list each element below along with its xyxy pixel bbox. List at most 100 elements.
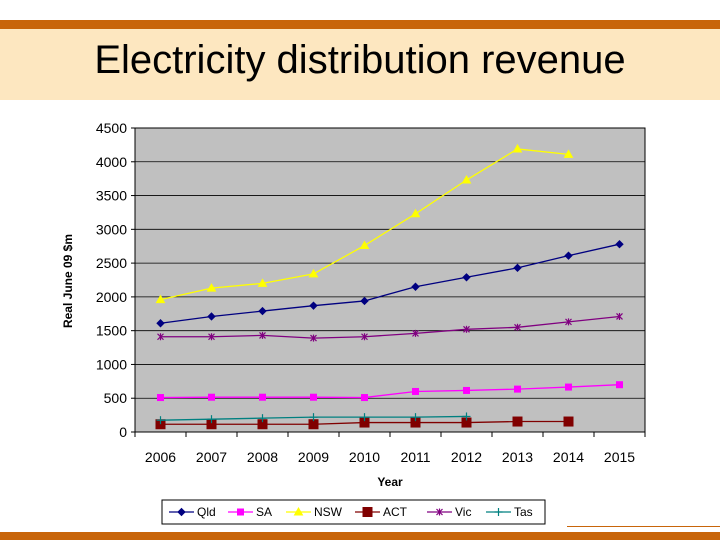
legend-label-qld: Qld (197, 505, 216, 519)
data-point-qld (309, 301, 318, 310)
data-point-tas (258, 414, 267, 423)
data-point-sa (310, 393, 317, 401)
x-tick-label: 2013 (502, 449, 533, 465)
legend-marker-qld (177, 507, 186, 517)
y-tick-label: 1500 (96, 323, 127, 339)
data-point-nsw (155, 294, 166, 304)
legend-marker-vic (436, 508, 443, 516)
data-point-vic (259, 331, 266, 339)
legend-label-sa: SA (256, 505, 272, 519)
data-point-sa (361, 394, 368, 402)
data-point-tas (156, 416, 165, 425)
y-tick-label: 1000 (96, 356, 127, 372)
x-axis-title: Year (377, 475, 403, 489)
x-tick-label: 2015 (604, 449, 635, 465)
y-tick-label: 4000 (96, 154, 127, 170)
data-point-nsw (512, 143, 523, 153)
data-point-sa (259, 393, 266, 401)
data-point-nsw (257, 278, 268, 287)
y-axis-title: Real June 09 $m (61, 234, 75, 328)
data-point-tas (360, 413, 369, 422)
y-tick-label: 2000 (96, 289, 127, 305)
data-point-sa (157, 394, 164, 402)
data-point-act (563, 416, 574, 427)
data-point-qld (615, 239, 624, 249)
data-point-qld (156, 319, 165, 328)
legend-label-nsw: NSW (314, 505, 343, 519)
data-point-nsw (359, 240, 370, 250)
series-act (155, 416, 574, 430)
legend-label-tas: Tas (514, 505, 533, 519)
data-point-vic (310, 334, 317, 342)
footer-line (567, 526, 720, 527)
data-point-tas (207, 415, 216, 424)
line-chart: 0 500 1000 1500 2000 2500 3000 3500 4000 4500 2006… (61, 120, 646, 525)
data-point-vic (361, 333, 368, 341)
data-point-act (512, 416, 523, 427)
y-tick-label: 500 (104, 390, 128, 406)
data-point-vic (157, 333, 164, 341)
data-point-tas (309, 413, 318, 422)
plot-background (134, 127, 646, 433)
y-tick-label: 2500 (96, 255, 127, 271)
series-line-qld (160, 243, 620, 324)
legend: Qld SA NSW ACT Vic Tas (161, 499, 546, 525)
title-band (0, 29, 720, 100)
x-tick-label: 2014 (553, 449, 584, 465)
data-point-qld (411, 282, 420, 291)
legend-label-vic: Vic (455, 505, 471, 519)
data-point-nsw (206, 283, 217, 292)
legend-marker-tas (494, 508, 503, 516)
y-tick-label: 3500 (96, 188, 127, 204)
data-point-tas (462, 412, 471, 421)
x-tick-label: 2011 (400, 449, 430, 465)
top-accent-bar (0, 20, 720, 29)
legend-marker-nsw (293, 506, 304, 516)
x-tick-label: 2009 (298, 449, 329, 465)
data-point-qld (360, 296, 369, 306)
x-tick-label: 2010 (349, 449, 380, 465)
data-point-nsw (563, 149, 574, 158)
plot-area: 0 500 1000 1500 2000 2500 3000 3500 4000 4500 2006… (96, 120, 646, 465)
x-tick-label: 2008 (247, 449, 278, 465)
data-point-vic (463, 325, 470, 333)
data-point-vic (208, 333, 215, 341)
data-point-vic (565, 318, 572, 326)
data-point-nsw (308, 268, 319, 278)
y-tick-label: 0 (119, 424, 127, 440)
data-point-qld (462, 273, 471, 282)
series-nsw (155, 143, 574, 304)
x-tick-label: 2007 (196, 449, 227, 465)
data-point-qld (207, 312, 216, 321)
data-point-vic (616, 312, 623, 320)
y-tick-label: 3000 (96, 221, 127, 237)
slide-title: Electricity distribution revenue (94, 38, 626, 82)
data-point-vic (514, 323, 521, 331)
data-point-sa (616, 381, 623, 389)
series-line-sa (160, 384, 620, 399)
data-point-sa (514, 385, 521, 393)
x-tick-label: 2012 (451, 449, 482, 465)
data-point-sa (208, 393, 215, 401)
x-tick-label: 2006 (145, 449, 176, 465)
bottom-accent-bar (0, 532, 720, 540)
data-point-qld (513, 263, 522, 273)
data-point-vic (412, 329, 419, 337)
series-vic (157, 312, 623, 342)
legend-marker-sa (237, 508, 244, 516)
series-tas (156, 412, 471, 425)
data-point-qld (258, 306, 267, 316)
legend-marker-act (362, 507, 373, 517)
data-point-sa (565, 383, 572, 391)
data-point-nsw (461, 175, 472, 184)
series-sa (157, 381, 623, 402)
data-point-qld (564, 251, 573, 260)
legend-box (161, 499, 546, 525)
data-point-nsw (410, 208, 421, 218)
legend-label-act: ACT (383, 505, 408, 519)
y-tick-label: 4500 (96, 120, 127, 136)
data-point-tas (411, 413, 420, 422)
data-point-sa (412, 387, 419, 395)
series-line-vic (160, 315, 620, 339)
data-point-sa (463, 386, 470, 394)
